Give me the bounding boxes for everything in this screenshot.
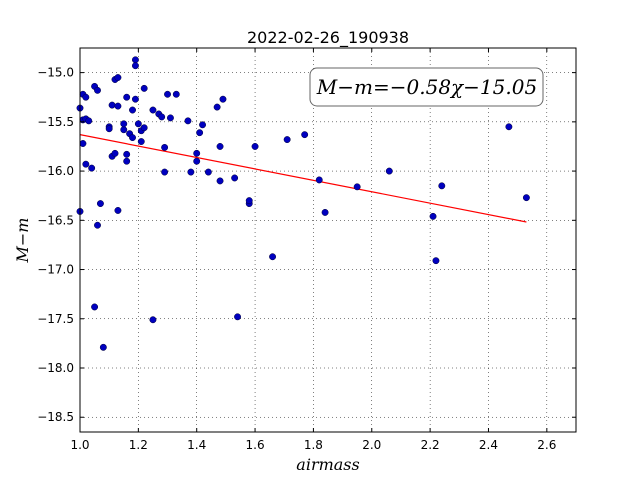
data-point (131, 95, 139, 103)
data-point (315, 176, 323, 184)
x-tick-label: 2.0 (362, 438, 381, 452)
data-point (438, 182, 446, 190)
data-point (131, 62, 139, 70)
data-point (94, 221, 101, 229)
data-point (245, 197, 253, 205)
data-point (85, 117, 93, 125)
chart-title: 2022-02-26_190938 (247, 28, 409, 48)
data-point (184, 117, 192, 125)
data-point (114, 207, 122, 214)
x-tick-label: 1.8 (304, 438, 323, 452)
x-tick-label: 1.0 (70, 438, 89, 452)
data-point (114, 74, 122, 81)
data-point (187, 168, 195, 176)
y-tick-label: −16.5 (37, 213, 74, 227)
data-point (166, 114, 174, 122)
data-point (96, 200, 104, 208)
x-tick-label: 2.2 (421, 438, 440, 452)
data-point (283, 136, 291, 144)
data-point (120, 120, 128, 128)
data-point (88, 164, 96, 172)
y-tick-label: −17.5 (37, 312, 74, 326)
data-point (385, 167, 393, 175)
data-point (161, 168, 169, 176)
x-tick-label: 2.4 (479, 438, 498, 452)
data-point (164, 90, 171, 98)
data-point (149, 316, 157, 324)
data-point (158, 113, 166, 121)
y-tick-label: −18.5 (37, 410, 74, 424)
data-point (140, 84, 148, 92)
equation-annotation: M−m=−0.58χ−15.05 (309, 67, 544, 107)
fit-line (79, 134, 527, 223)
data-point (234, 313, 242, 321)
data-point (321, 208, 329, 216)
data-point (114, 102, 122, 110)
data-point (219, 95, 227, 103)
data-point (94, 86, 101, 94)
data-point (196, 129, 204, 137)
data-point (149, 106, 157, 114)
y-tick-label: −16.0 (37, 164, 74, 178)
y-tick-label: −15.0 (37, 66, 74, 80)
data-point (123, 150, 131, 158)
data-point (353, 183, 361, 191)
x-tick-label: 1.6 (246, 438, 265, 452)
data-point (82, 93, 90, 101)
data-point (193, 149, 201, 157)
y-axis-label: M−m (13, 218, 32, 264)
y-tick-label: −17.0 (37, 263, 74, 277)
data-point (193, 157, 201, 165)
data-point (82, 160, 90, 168)
plot-area: 1.0 1.2 1.4 1.6 1.8 2.0 2.2 2.4 2.6 −15.0 −15.5 −16… (37, 47, 577, 452)
x-tick-label: 1.4 (187, 438, 206, 452)
data-point (432, 257, 440, 265)
data-point (161, 143, 169, 151)
x-tick-label: 1.2 (129, 438, 148, 452)
grid (80, 48, 576, 432)
data-points (76, 56, 530, 351)
data-point (108, 101, 116, 109)
data-point (231, 174, 239, 182)
data-point (505, 123, 513, 131)
data-point (429, 212, 437, 220)
fit-line-layer (79, 134, 527, 223)
data-point (172, 90, 180, 98)
data-point (129, 134, 136, 142)
plot-frame (79, 47, 577, 433)
axis-ticks: 1.0 1.2 1.4 1.6 1.8 2.0 2.2 2.4 2.6 −15.0 −15.5 −16… (37, 48, 576, 452)
data-point (79, 140, 87, 147)
data-point (137, 138, 145, 145)
data-point (99, 343, 107, 351)
data-point (216, 177, 224, 185)
x-axis-label: airmass (296, 455, 359, 474)
fit-equation-text: M−m=−0.58χ−15.05 (316, 75, 537, 99)
data-point (129, 106, 136, 114)
y-tick-label: −18.0 (37, 361, 74, 375)
data-point (123, 93, 131, 101)
data-point (111, 149, 119, 157)
data-point (140, 124, 148, 132)
data-point (134, 120, 142, 128)
data-point (301, 131, 309, 139)
y-tick-label: −15.5 (37, 115, 74, 129)
data-point (522, 194, 530, 202)
data-point (91, 303, 99, 311)
data-point (216, 143, 224, 150)
data-point (105, 125, 113, 133)
x-tick-label: 2.6 (537, 438, 556, 452)
data-point (269, 253, 277, 261)
data-point (199, 121, 206, 129)
data-point (204, 168, 212, 176)
data-point (213, 103, 221, 111)
data-point (251, 143, 259, 150)
data-point (123, 157, 131, 165)
data-point (131, 56, 139, 64)
annotation-box-border (309, 67, 544, 107)
data-point (120, 126, 128, 134)
